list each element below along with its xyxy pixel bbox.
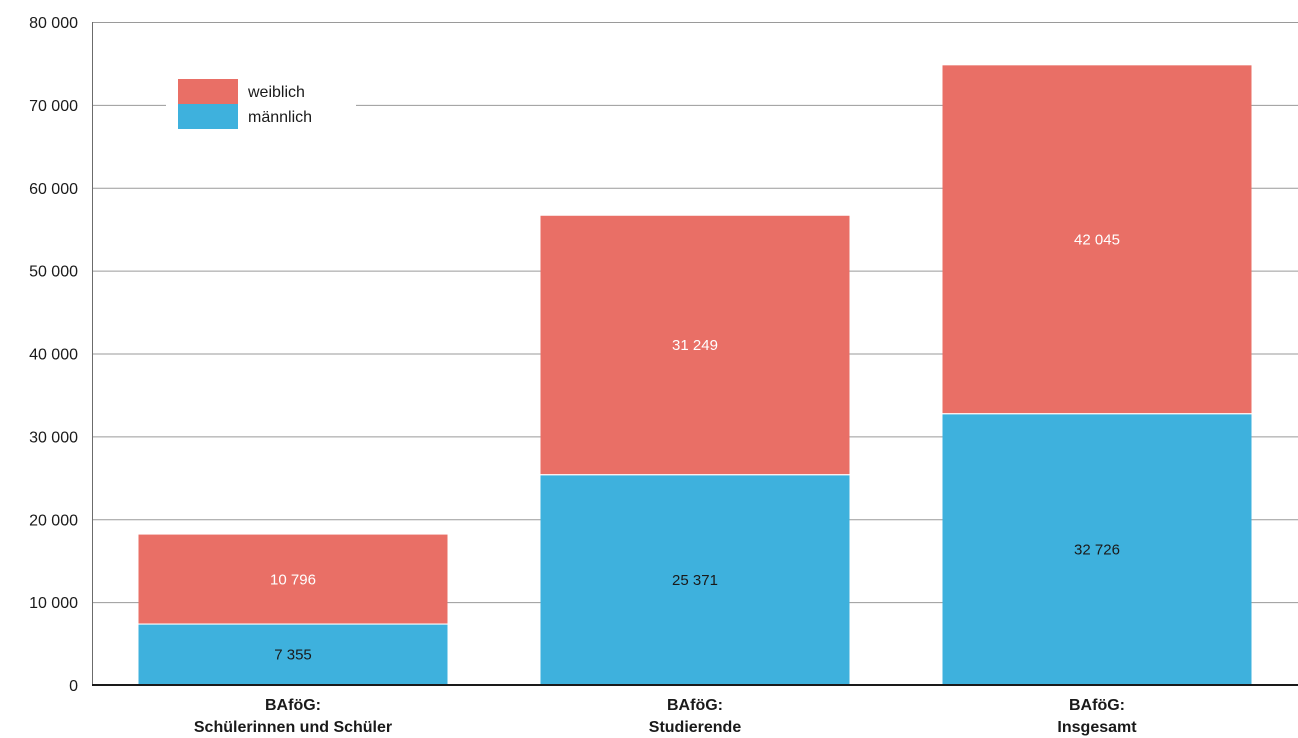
legend-label-weiblich: weiblich [247, 84, 305, 101]
y-tick-label: 0 [69, 678, 78, 695]
legend-swatch-männlich [178, 104, 238, 129]
y-axis-ticks: 0 10 000 20 000 30 000 40 000 50 000 60 000 70 … [29, 15, 78, 695]
x-category-label: BAföG: [265, 697, 321, 714]
y-tick-label: 70 000 [29, 98, 78, 115]
x-category-label: Studierende [649, 719, 742, 736]
y-tick-label: 40 000 [29, 347, 78, 364]
x-category-label: Insgesamt [1057, 719, 1137, 736]
axes [92, 22, 1298, 686]
x-axis-categories: BAföG: Schülerinnen und Schüler BAföG: Stud… [194, 697, 1137, 736]
bar-männlich-2 [942, 413, 1252, 685]
bars: 7 355 10 796 25 371 31 249 32 726 42 045 [138, 65, 1252, 685]
y-tick-label: 10 000 [29, 595, 78, 612]
y-tick-label: 60 000 [29, 181, 78, 198]
y-tick-label: 50 000 [29, 264, 78, 281]
bar-weiblich-0 [138, 534, 448, 625]
y-tick-label: 20 000 [29, 512, 78, 529]
data-label: 25 371 [672, 572, 718, 589]
x-category-label: BAföG: [667, 697, 723, 714]
data-label: 31 249 [672, 337, 718, 354]
data-label: 32 726 [1074, 541, 1120, 558]
bar-weiblich-2 [942, 65, 1252, 414]
bar-männlich-1 [540, 474, 850, 685]
data-label: 7 355 [274, 647, 312, 664]
legend: weiblich männlich [166, 72, 356, 142]
x-category-label: BAföG: [1069, 697, 1125, 714]
bar-weiblich-1 [540, 215, 850, 475]
x-category-label: Schülerinnen und Schüler [194, 719, 392, 736]
legend-label-männlich: männlich [248, 109, 312, 126]
bar-männlich-0 [138, 624, 448, 685]
data-label: 10 796 [270, 571, 316, 588]
y-tick-label: 80 000 [29, 15, 78, 32]
legend-swatch-weiblich [178, 79, 238, 104]
data-label: 42 045 [1074, 232, 1120, 249]
y-tick-label: 30 000 [29, 429, 78, 446]
